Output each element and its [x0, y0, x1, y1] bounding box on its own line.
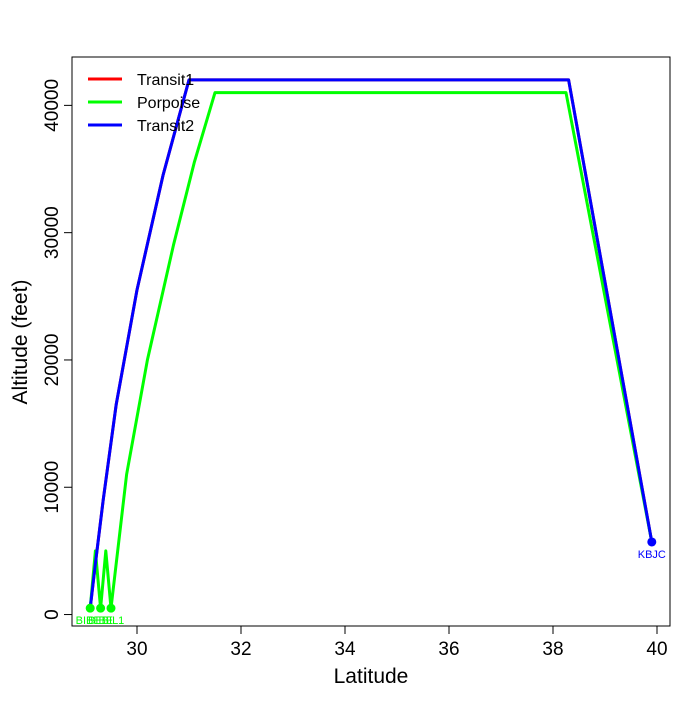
legend: Transit1 Porpoise Transit2: [88, 72, 200, 135]
y-tick-label: 40000: [42, 79, 63, 132]
y-tick-label: 10000: [42, 461, 63, 514]
series-line-transit2: [88, 78, 654, 609]
waypoint-marker: [647, 537, 657, 547]
x-tick-label: 38: [542, 639, 563, 660]
waypoint-marker: [106, 603, 116, 613]
waypoint-label: BIBE: [88, 615, 113, 627]
y-tick-label: 0: [42, 609, 63, 620]
y-axis: 0 10000 20000 30000 40000: [42, 79, 73, 620]
x-axis-label: Latitude: [334, 665, 409, 688]
legend-label: Transit2: [137, 118, 194, 135]
waypoint-label: KBJC: [638, 549, 666, 561]
series-line-porpoise: [88, 91, 654, 610]
legend-label: Transit1: [137, 72, 194, 89]
x-tick-label: 32: [230, 639, 251, 660]
x-axis: 30 32 34 36 38 40: [126, 625, 668, 660]
waypoint-marker: [85, 603, 95, 613]
x-tick-label: 36: [438, 639, 459, 660]
x-tick-label: 40: [646, 639, 667, 660]
waypoint-marker: [96, 603, 106, 613]
x-tick-label: 34: [334, 639, 356, 660]
waypoint-label: BIBE: [76, 615, 101, 627]
series-line-transit1: [88, 78, 654, 609]
series-layer: [88, 78, 654, 610]
x-tick-label: 30: [126, 639, 147, 660]
y-tick-label: 20000: [42, 334, 63, 387]
legend-label: Porpoise: [137, 95, 200, 112]
y-tick-label: 30000: [42, 206, 63, 259]
waypoint-label: BIL1: [102, 615, 125, 627]
y-axis-label: Altitude (feet): [9, 280, 32, 405]
